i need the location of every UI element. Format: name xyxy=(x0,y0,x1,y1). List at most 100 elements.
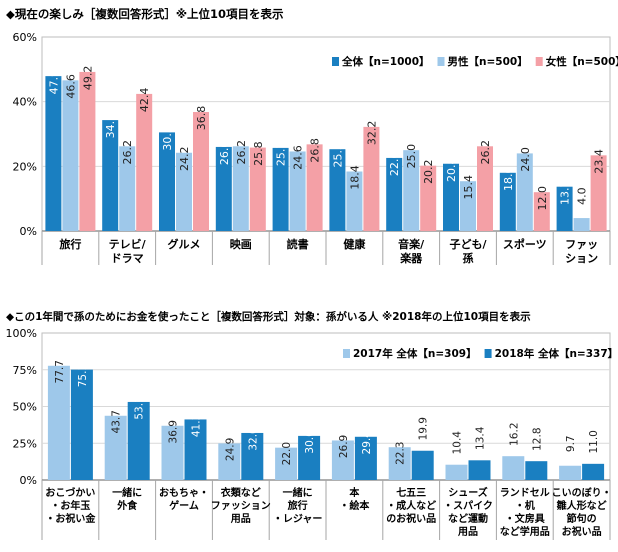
chart1-data-label: 36.8 xyxy=(195,106,208,131)
chart2-bar xyxy=(559,465,582,480)
chart1-svg: 0% 20% 40% 60% 47.9 46.6 49.2 旅行 34.3 26.2 42.4 テレビ… xyxy=(13,31,618,265)
chart2-data-label: 53.1 xyxy=(134,396,146,419)
chart1-bar xyxy=(79,71,96,231)
chart1-legend-swatch xyxy=(437,57,445,66)
chart1-bar xyxy=(272,147,289,231)
chart2-data-label: 22.3 xyxy=(395,442,407,465)
chart2-bar xyxy=(468,460,491,480)
chart2-bar xyxy=(70,369,93,480)
chart2-legend-swatch xyxy=(343,349,350,358)
chart2-data-label: 24.9 xyxy=(224,438,236,461)
chart2-data-label: 16.2 xyxy=(508,422,520,445)
chart2-y-tick-label: 75% xyxy=(13,364,37,377)
chart1-bar xyxy=(62,80,79,232)
chart1-bar xyxy=(289,151,306,231)
chart2-data-label: 29.4 xyxy=(361,431,373,455)
chart2-y-tick-label: 25% xyxy=(13,437,37,450)
chart2-bar xyxy=(184,419,207,480)
chart2-category-label: こいのぼり・雛人形など節句のお祝い品 xyxy=(552,486,612,538)
chart1-data-label: 24.2 xyxy=(178,147,191,172)
chart2-category-label: 本・絵本 xyxy=(339,486,370,512)
chart2-data-label: 75.1 xyxy=(77,364,89,387)
chart2-bar xyxy=(127,401,150,480)
chart1-bar xyxy=(159,132,175,231)
chart1-data-label: 26.0 xyxy=(218,141,231,166)
chart2-category-label: 一緒に旅行・レジャー xyxy=(273,486,323,525)
chart1-category-label: 音楽/楽器 xyxy=(398,237,425,265)
chart2-bar xyxy=(275,447,298,480)
chart2-legend-entry: 2017年 全体【n=309】 xyxy=(353,347,477,360)
chart2-data-label: 13.4 xyxy=(475,426,487,450)
chart1-legend-entry: 女性【n=500】 xyxy=(546,55,618,68)
chart2-data-label: 11.0 xyxy=(588,430,600,453)
chart2-data-label: 10.4 xyxy=(452,431,464,455)
chart1-bar xyxy=(215,146,232,231)
chart2-bar xyxy=(445,464,468,480)
chart1-y-tick-label: 40% xyxy=(13,96,37,109)
chart1-data-label: 34.3 xyxy=(104,114,117,139)
chart2-category-label: 七五三・成人などのお祝い品 xyxy=(386,486,436,525)
chart2-bar xyxy=(388,447,411,480)
chart1-bar xyxy=(45,76,62,231)
chart1-data-label: 20.8 xyxy=(445,157,458,182)
chart1-title: ◆現在の楽しみ［複数回答形式］※上位10項目を表示 xyxy=(6,7,284,21)
chart1-data-label: 32.2 xyxy=(365,121,378,146)
chart1-data-label: 24.6 xyxy=(292,145,305,170)
chart1-bar xyxy=(386,157,403,231)
chart1-data-label: 13.7 xyxy=(559,180,572,205)
chart1-category-label: スポーツ xyxy=(503,237,547,251)
chart2-category-label: 一緒に外食 xyxy=(112,486,142,512)
chart2-data-label: 30.0 xyxy=(304,430,316,453)
chart1-bar xyxy=(477,146,493,231)
chart2-y-tick-label: 0% xyxy=(20,474,37,487)
chart1-bar xyxy=(193,112,209,231)
chart2-category-label: シューズ・スパイクなど運動用品 xyxy=(443,486,493,538)
chart1-bar xyxy=(556,186,573,231)
chart2-title: ◆この1年間で孫のためにお金を使ったこと［複数回答形式］対象：孫がいる人 ※20… xyxy=(6,311,531,323)
chart1-category-label: グルメ xyxy=(168,237,201,251)
chart2-category-label: ランドセル・机・文房具など学用品 xyxy=(500,487,550,538)
chart1-data-label: 24.0 xyxy=(519,147,532,172)
chart1-legend-entry: 全体【n=1000】 xyxy=(341,55,430,68)
chart1-data-label: 25.8 xyxy=(252,141,265,166)
chart2-bar xyxy=(161,425,184,480)
chart1-y-tick-label: 0% xyxy=(20,225,37,238)
chart1-bar xyxy=(590,155,607,231)
chart1-data-label: 25.7 xyxy=(275,142,288,167)
chart1-data-label: 26.2 xyxy=(121,140,134,165)
chart2-bar xyxy=(298,435,321,480)
chart1-y-tick-label: 60% xyxy=(13,31,37,44)
chart2-bar xyxy=(502,456,525,480)
chart2-category-label: 衣類などファッション用品 xyxy=(211,486,271,525)
chart1-data-label: 25.0 xyxy=(405,144,418,169)
chart2-bar xyxy=(525,461,548,480)
chart1-bar xyxy=(249,147,266,231)
chart1-bar xyxy=(306,144,323,231)
chart2-legend-entry: 2018年 全体【n=337】 xyxy=(495,347,618,360)
chart1-bar xyxy=(443,163,459,231)
chart2-data-label: 12.8 xyxy=(531,427,543,450)
chart2-data-label: 26.9 xyxy=(338,435,350,458)
chart1-bar xyxy=(460,181,476,231)
chart2-y-tick-label: 50% xyxy=(13,401,37,414)
chart2-data-label: 32.0 xyxy=(247,427,259,450)
chart1-data-label: 26.2 xyxy=(479,140,492,165)
chart1-data-label: 30.5 xyxy=(161,126,174,151)
chart1-data-label: 18.0 xyxy=(502,167,515,192)
chart1-data-label: 47.9 xyxy=(47,70,60,95)
chart1-bar xyxy=(176,152,192,231)
chart1-category-label: 子ども/孫 xyxy=(449,238,487,265)
chart1-category-label: 映画 xyxy=(230,237,252,251)
chart1-bar xyxy=(533,192,550,231)
chart2-y-tick-label: 100% xyxy=(6,327,37,340)
chart1-category-label: 健康 xyxy=(343,237,366,251)
chart2-bar xyxy=(241,432,264,480)
chart2-bar xyxy=(582,463,605,480)
chart2-category-label: おこづかい・お年玉・お祝い金 xyxy=(45,486,96,525)
chart2-data-label: 43.7 xyxy=(111,410,123,433)
chart2-bar xyxy=(331,440,354,480)
chart1-data-label: 23.4 xyxy=(593,149,606,174)
chart2-data-label: 22.0 xyxy=(281,442,293,465)
chart1-data-label: 22.6 xyxy=(388,152,401,177)
